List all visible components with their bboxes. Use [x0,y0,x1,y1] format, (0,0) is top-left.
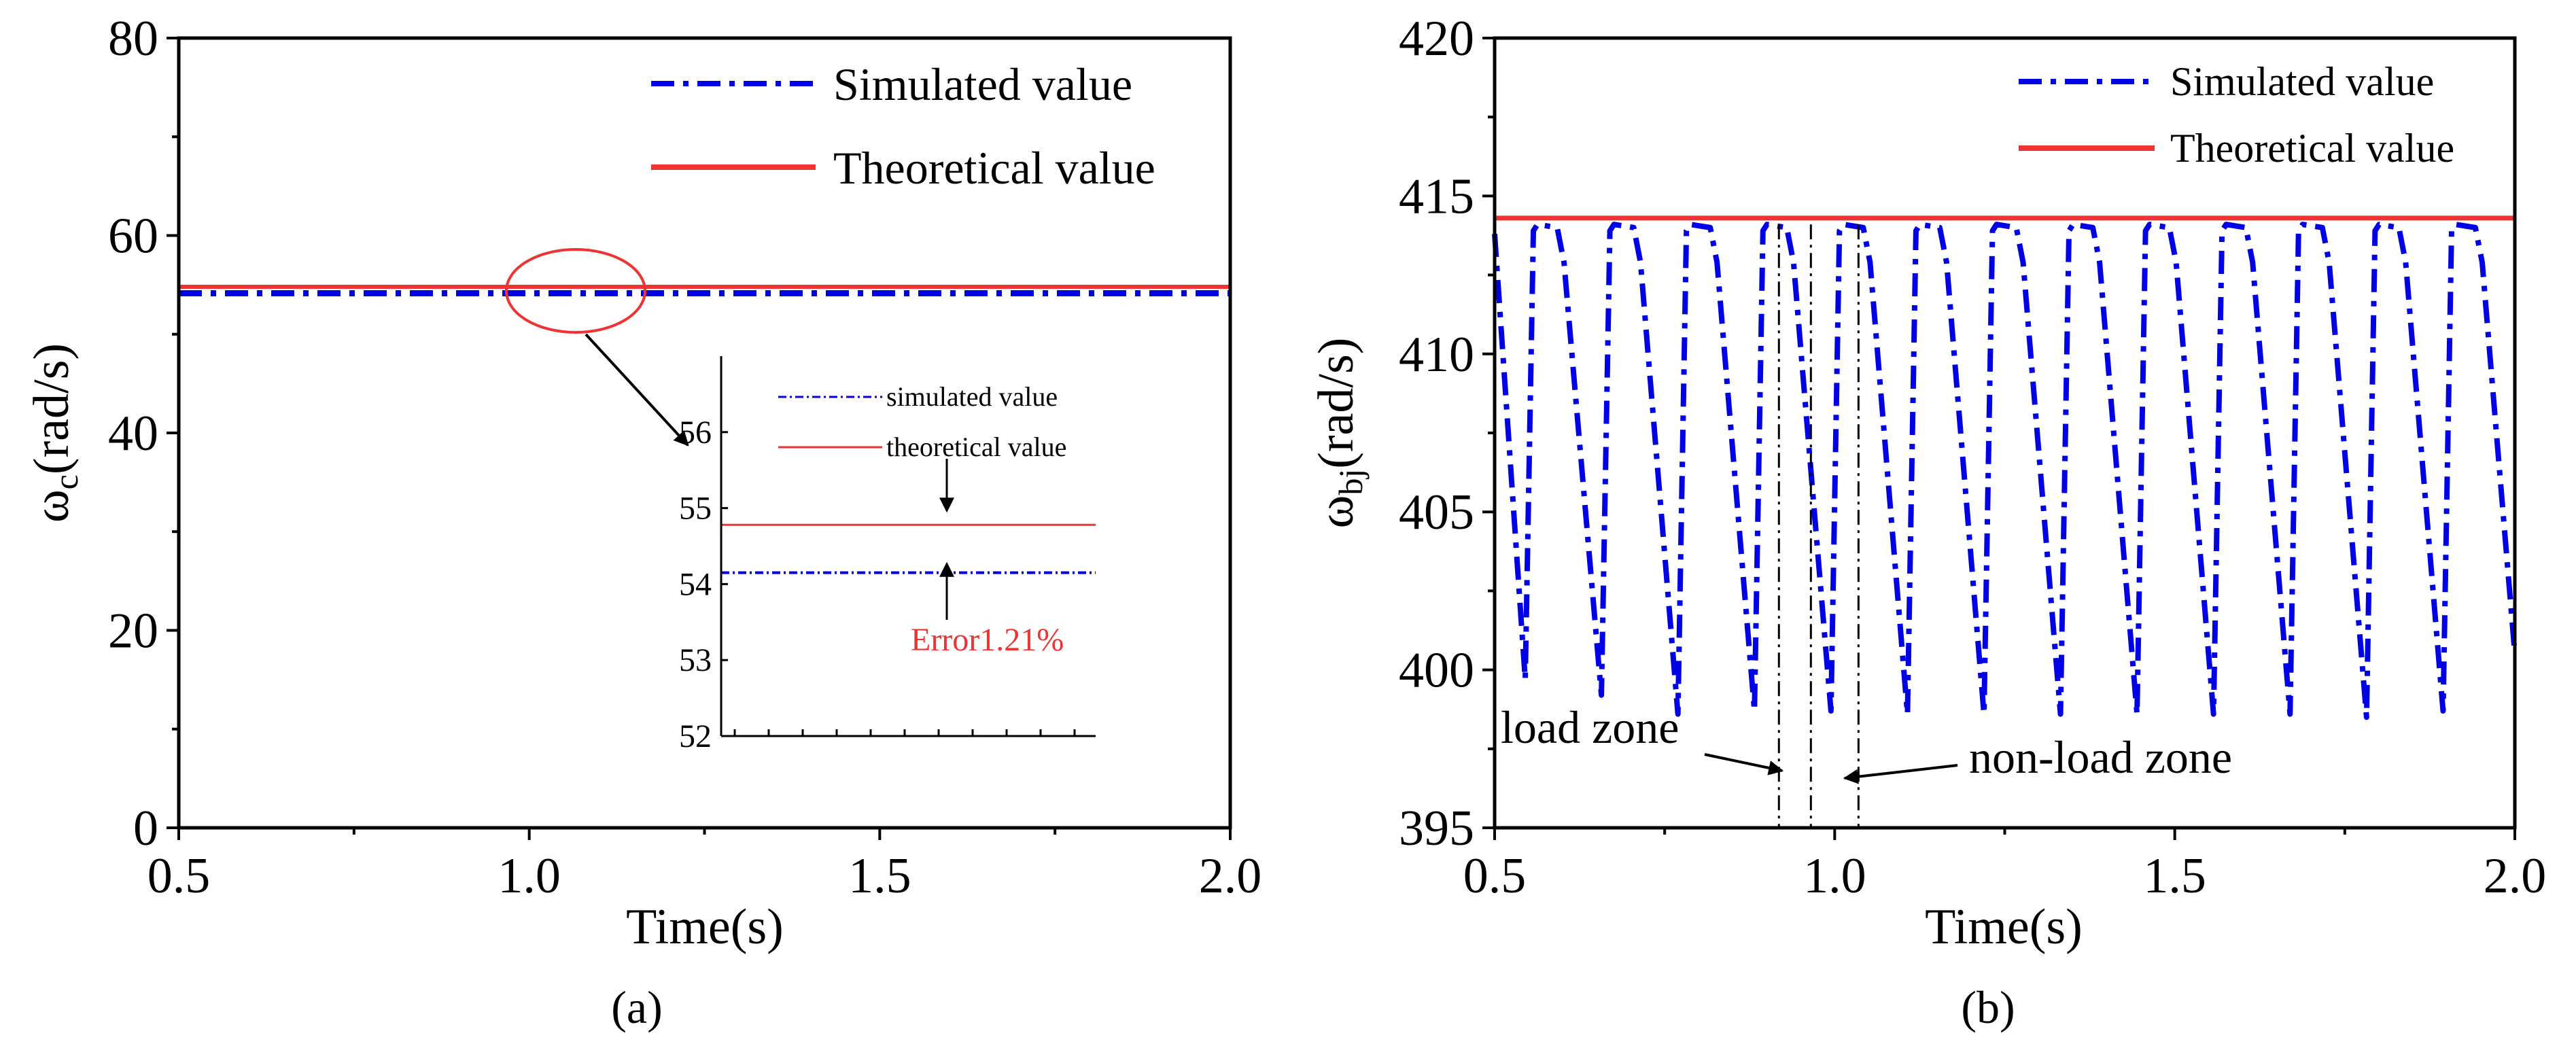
y-axis-label-a-base: ω [24,489,80,523]
legend-a-simulated-label: Simulated value [833,58,1132,110]
inset-zoom-chart: 52 53 54 55 56 simulated value theoretical v… [679,356,1096,754]
legend-b-theoretical-label: Theoretical value [2170,126,2454,171]
series-b-simulated-line [1492,222,2518,720]
inset-legend-theoretical-label: theoretical value [886,432,1066,462]
y-tick-label-a-1: 20 [108,604,158,659]
inset-marks [721,523,1096,574]
y-tick-label-b-2: 405 [1399,485,1474,540]
y-axis-label-a-rest: (rad/s) [24,343,80,474]
y-axis-label-b-rest: (rad/s) [1308,338,1364,469]
inset-y-tick-label-1: 53 [679,642,712,678]
y-tick-label-a-2: 40 [108,406,158,461]
non-load-zone-label: non-load zone [1969,731,2232,783]
legend-a-theoretical-label: Theoretical value [833,142,1155,194]
y-axis-label-b-sub: bj [1331,469,1370,495]
x-tick-label-a-1: 1.0 [498,848,561,904]
x-tick-label-b-1: 1.0 [1803,848,1866,904]
panel-label-a: (a) [611,981,662,1033]
y-tick-label-a-3: 60 [108,209,158,264]
y-tick-label-b-5: 420 [1399,11,1474,67]
inset-ticks: 52 53 54 55 56 [679,415,1076,754]
inset-y-tick-label-4: 56 [679,415,712,451]
y-axis-label-a-sub: c [47,474,85,489]
y-tick-label-b-3: 410 [1399,327,1474,383]
legend-b-background [2012,49,2511,188]
load-zone-label: load zone [1501,701,1679,753]
chart-panel-b: 0.5 1.0 1.5 2.0 395 400 405 410 415 420 Simulated… [1308,11,2546,1033]
legend-b-simulated-label: Simulated value [2170,59,2434,104]
zoom-arrow [585,333,689,447]
y-axis-label-a: ωc(rad/s) [24,343,85,523]
legend-b: Simulated value Theoretical value [2012,49,2511,188]
panel-label-b: (b) [1961,981,2015,1033]
inset-error-label: Error1.21% [911,622,1064,658]
x-axis-label-a: Time(s) [626,899,784,955]
plot-b-marks [1492,215,2518,828]
inset-y-tick-label-3: 55 [679,491,712,527]
x-tick-label-b-2: 1.5 [2143,848,2206,904]
x-tick-label-b-0: 0.5 [1463,848,1527,904]
chart-panel-a: 0.5 1.0 1.5 2.0 0 20 40 60 80 Simulated value Th… [24,11,1261,1033]
load-zone-arrow [1704,753,1784,775]
inset-y-tick-label-0: 52 [679,718,712,754]
y-axis-label-b-base: ω [1308,495,1364,529]
y-tick-label-a-4: 80 [108,11,158,67]
plot-b-ticks: 0.5 1.0 1.5 2.0 395 400 405 410 415 420 [1399,11,2546,904]
y-tick-label-b-0: 395 [1399,801,1474,856]
plot-a-marks [179,285,1230,296]
plot-a-ticks: 0.5 1.0 1.5 2.0 0 20 40 60 80 [108,11,1261,904]
y-tick-label-a-0: 0 [133,801,158,856]
x-axis-label-b: Time(s) [1925,899,2083,955]
zoom-ellipse [505,248,646,334]
y-tick-label-b-1: 400 [1399,643,1474,699]
y-axis-label-b: ωbj(rad/s) [1308,338,1370,529]
legend-a: Simulated value Theoretical value [651,58,1155,194]
y-tick-label-b-4: 415 [1399,169,1474,224]
inset-legend-simulated-label: simulated value [886,381,1058,412]
x-tick-label-a-0: 0.5 [147,848,211,904]
x-tick-label-a-3: 2.0 [1199,848,1262,904]
x-tick-label-a-2: 1.5 [848,848,911,904]
x-tick-label-b-3: 2.0 [2484,848,2547,904]
non-load-zone-arrow [1843,764,1958,784]
inset-y-tick-label-2: 54 [679,566,712,602]
